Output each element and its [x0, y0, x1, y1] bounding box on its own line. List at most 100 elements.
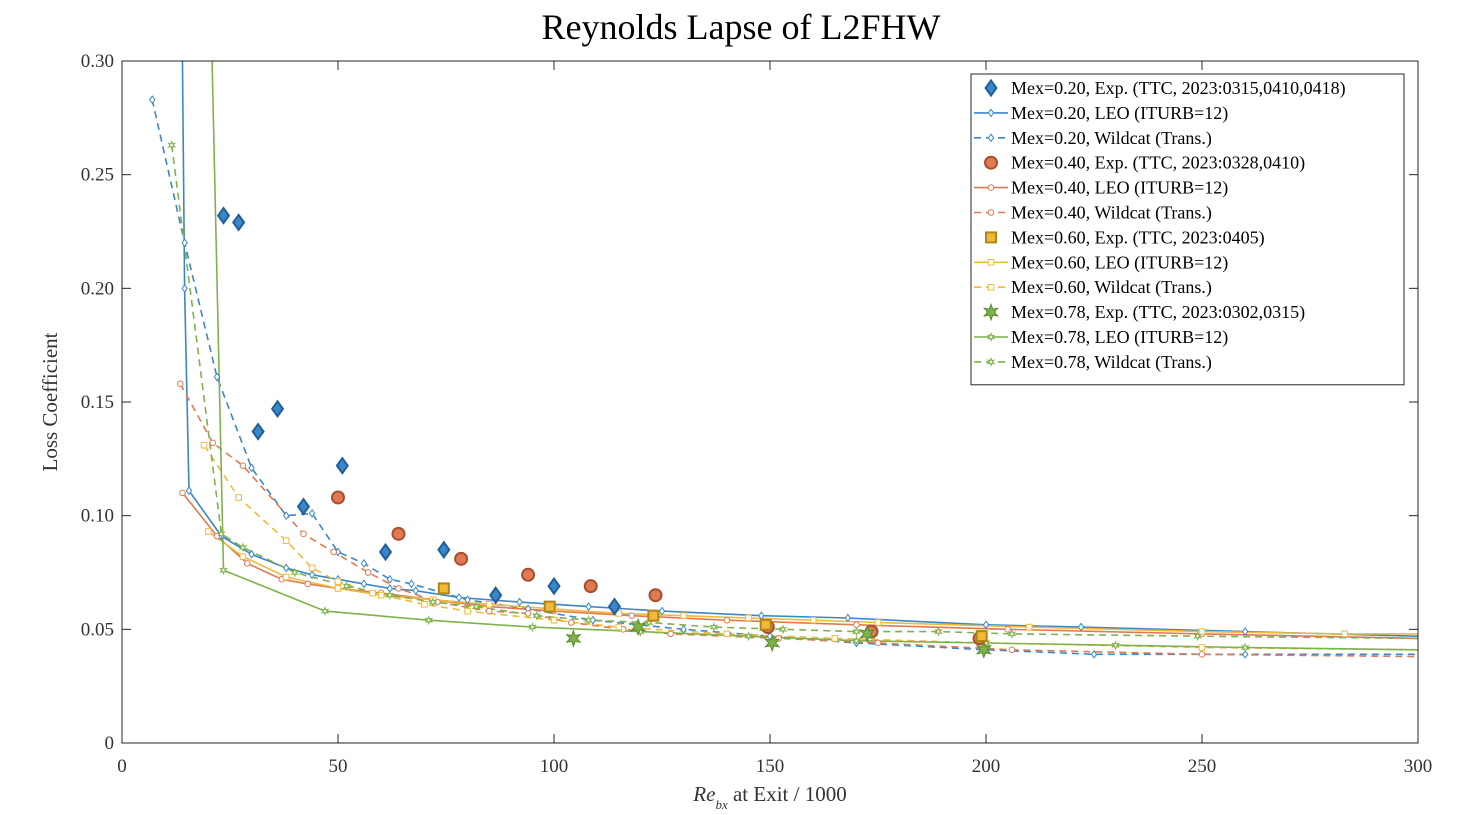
series-1-point-5 [282, 563, 290, 573]
series-5-point-9 [524, 610, 532, 617]
series-1-point-18 [1077, 622, 1085, 632]
series-9-point-2 [764, 633, 781, 653]
series-2-point-4 [282, 511, 290, 521]
y-tick-label-4: 0.20 [81, 278, 114, 299]
x-axis-label-variable: Re [692, 782, 715, 806]
legend-marker-0 [984, 78, 998, 98]
series-5-point-12 [667, 630, 674, 638]
axes: 0 50 100 150 200 250 300 0 0.05 0.10 0.15 0.20 0.25 0… [81, 51, 1433, 777]
series-0-point-6 [378, 542, 393, 562]
legend-label-8: Mex=0.60, Wildcat (Trans.) [1011, 277, 1212, 298]
series-9-point-4 [975, 640, 992, 659]
series-8-point-0 [200, 441, 208, 449]
series-7-point-3 [334, 585, 342, 592]
series-11-point-15 [1007, 628, 1017, 639]
series-11-point-9 [584, 615, 593, 626]
series-10-point-1 [219, 565, 228, 576]
series-7-point-12 [874, 619, 882, 626]
series-11-point-16 [1193, 631, 1203, 642]
series-8-point-3 [308, 564, 316, 572]
series-7-point-2 [282, 573, 290, 581]
y-tick-label-2: 0.10 [81, 506, 114, 527]
legend-label-9: Mex=0.78, Exp. (TTC, 2023:0302,0315) [1011, 302, 1305, 323]
series-2-point-0 [149, 95, 156, 105]
series-7-point-10 [745, 614, 752, 622]
series-3-point-1 [391, 526, 406, 541]
legend-box [970, 73, 1405, 386]
series-4-point-2 [243, 560, 251, 567]
legend-marker-6 [985, 231, 997, 244]
series-5-point-15 [1008, 646, 1016, 654]
series-10-point-3 [424, 615, 434, 626]
legend-label-2: Mex=0.20, Wildcat (Trans.) [1011, 128, 1212, 149]
series-3-point-2 [454, 551, 469, 566]
series-5-point-16 [1198, 651, 1206, 658]
plot-area [149, 61, 1418, 659]
series-7-point-0 [205, 528, 212, 535]
series-2-point-1 [181, 238, 188, 248]
series-0-point-10 [607, 597, 622, 616]
x-tick-label-5: 250 [1188, 756, 1217, 777]
series-10-line [211, 61, 1418, 651]
series-9-point-3 [859, 624, 876, 644]
legend-marker-10 [986, 332, 996, 342]
series-1-point-17 [982, 620, 990, 630]
series-11-point-0 [167, 140, 177, 151]
series-10-point-9 [1111, 640, 1120, 651]
series-3-point-4 [583, 579, 598, 594]
series-11-point-13 [852, 626, 861, 637]
x-axis-label-rest: at Exit / 1000 [728, 782, 847, 806]
x-tick-label-1: 50 [329, 756, 348, 777]
x-tick-label-2: 100 [540, 756, 569, 777]
legend-marker-11 [986, 356, 996, 367]
series-10-point-2 [320, 606, 330, 617]
y-tick-label-3: 0.15 [81, 392, 114, 413]
series-4-line [181, 492, 1418, 640]
x-axis-label-subscript: bx [715, 797, 728, 812]
series-0-point-9 [547, 576, 561, 596]
series-8-point-1 [235, 494, 242, 501]
legend-marker-4 [987, 184, 995, 191]
series-6-point-0 [437, 582, 450, 595]
series-4-point-0 [179, 489, 186, 497]
series-11-point-2 [238, 542, 248, 553]
series-1-point-12 [516, 597, 523, 607]
series-1-point-16 [844, 613, 851, 623]
series-11-point-14 [934, 626, 943, 637]
legend-item-7: Mex=0.60, LEO (ITURB=12) [974, 252, 1228, 273]
legend-label-4: Mex=0.40, LEO (ITURB=12) [1011, 178, 1228, 199]
series-2-point-17 [1090, 649, 1098, 659]
legend-marker-7 [987, 259, 995, 266]
series-5-line [179, 383, 1418, 658]
legend-marker-8 [987, 283, 995, 291]
series-7-point-13 [1025, 623, 1033, 631]
series-0-point-2 [251, 422, 265, 441]
legend-marker-5 [987, 209, 995, 216]
legend-marker-3 [984, 155, 998, 170]
series-11-point-3 [290, 567, 300, 578]
series-7-point-9 [680, 612, 687, 619]
series-5-point-3 [300, 530, 307, 538]
legend-label-1: Mex=0.20, LEO (ITURB=12) [1011, 103, 1228, 124]
legend-item-5: Mex=0.40, Wildcat (Trans.) [974, 203, 1212, 224]
series-1-point-1 [181, 283, 188, 293]
series-2-point-2 [213, 372, 221, 382]
legend-item-10: Mex=0.78, LEO (ITURB=12) [974, 327, 1228, 348]
series-8-point-6 [421, 601, 428, 608]
series-5-point-10 [567, 619, 575, 626]
series-7-point-15 [1341, 630, 1348, 638]
series-1-point-8 [360, 579, 368, 589]
series-6-point-4 [975, 630, 988, 643]
y-tick-label-0: 0 [105, 733, 115, 754]
series-8-point-4 [334, 578, 342, 585]
series-5-point-8 [485, 607, 493, 615]
legend-item-6: Mex=0.60, Exp. (TTC, 2023:0405) [985, 227, 1265, 248]
legend-item-2: Mex=0.20, Wildcat (Trans.) [974, 128, 1212, 149]
legend-label-5: Mex=0.40, Wildcat (Trans.) [1011, 203, 1212, 224]
series-11-point-4 [342, 581, 352, 592]
legend-label-3: Mex=0.40, Exp. (TTC, 2023:0328,0410) [1011, 153, 1305, 174]
legend-marker-2 [987, 133, 995, 143]
legend-item-11: Mex=0.78, Wildcat (Trans.) [974, 352, 1212, 373]
